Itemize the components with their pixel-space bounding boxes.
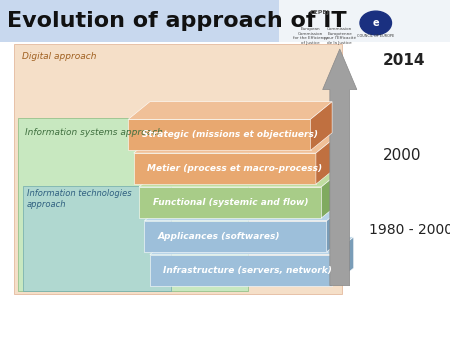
Text: Metier (process et macro-process): Metier (process et macro-process) bbox=[147, 164, 322, 173]
Text: 2014: 2014 bbox=[382, 53, 425, 68]
Polygon shape bbox=[144, 203, 348, 221]
Polygon shape bbox=[316, 136, 338, 184]
FancyBboxPatch shape bbox=[279, 0, 450, 42]
Text: Digital approach: Digital approach bbox=[22, 52, 97, 62]
Text: European
Commission
for the Efficiency
of Justice: European Commission for the Efficiency o… bbox=[293, 27, 328, 45]
Text: 1980 - 2000: 1980 - 2000 bbox=[369, 223, 450, 237]
Text: Infrastructure (servers, network): Infrastructure (servers, network) bbox=[163, 266, 332, 274]
Polygon shape bbox=[323, 49, 357, 286]
Text: Commission
Européenne
pour l'Efficacité
de la Justice: Commission Européenne pour l'Efficacité … bbox=[324, 27, 356, 45]
Polygon shape bbox=[144, 221, 327, 252]
Text: Information technologies
approach: Information technologies approach bbox=[27, 189, 131, 209]
Text: e: e bbox=[373, 18, 379, 28]
Polygon shape bbox=[139, 169, 343, 187]
Polygon shape bbox=[310, 102, 332, 150]
Polygon shape bbox=[139, 187, 321, 218]
FancyBboxPatch shape bbox=[0, 0, 450, 42]
FancyBboxPatch shape bbox=[22, 186, 171, 291]
Text: Information systems approach: Information systems approach bbox=[25, 128, 162, 138]
Polygon shape bbox=[134, 153, 316, 184]
Text: 2000: 2000 bbox=[382, 148, 421, 163]
FancyBboxPatch shape bbox=[18, 118, 248, 291]
FancyBboxPatch shape bbox=[14, 44, 342, 294]
Text: Strategic (missions et objectiuers): Strategic (missions et objectiuers) bbox=[142, 130, 318, 139]
Text: Functional (systemic and flow): Functional (systemic and flow) bbox=[153, 198, 308, 207]
Polygon shape bbox=[332, 237, 354, 286]
Text: Evolution of approach of IT: Evolution of approach of IT bbox=[7, 11, 346, 31]
Polygon shape bbox=[321, 169, 343, 218]
Polygon shape bbox=[134, 136, 338, 153]
Text: Applicances (softwares): Applicances (softwares) bbox=[158, 232, 280, 241]
Polygon shape bbox=[128, 119, 310, 150]
Polygon shape bbox=[150, 255, 332, 286]
Text: COUNCIL OF EUROPE: COUNCIL OF EUROPE bbox=[357, 34, 394, 38]
Polygon shape bbox=[327, 203, 348, 252]
Text: CEPEJ: CEPEJ bbox=[310, 9, 329, 15]
Polygon shape bbox=[128, 102, 332, 119]
Polygon shape bbox=[150, 237, 354, 255]
Circle shape bbox=[360, 11, 392, 35]
